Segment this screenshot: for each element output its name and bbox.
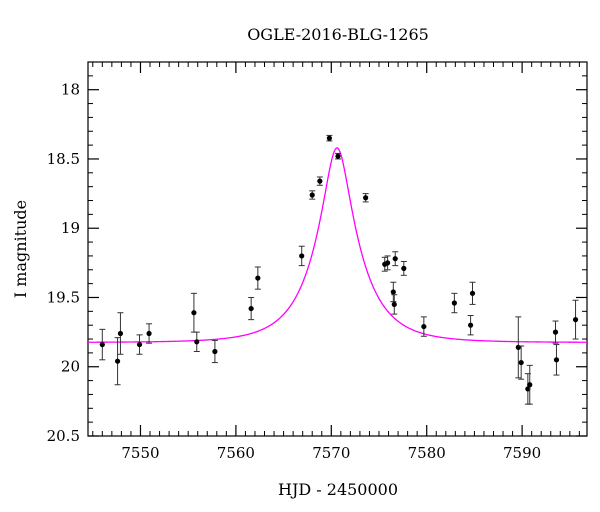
data-point (317, 178, 323, 184)
x-tick-label: 7580 (408, 444, 446, 462)
data-point (572, 317, 579, 323)
model-curve (88, 147, 587, 343)
data-point (553, 357, 560, 363)
x-tick-label: 7560 (217, 444, 255, 462)
data-point (136, 341, 143, 348)
data-point (299, 253, 305, 259)
plot-area: 7550 7560 7570 7580 7590 18 18.5 19 19.5 20 20.5 (47, 61, 588, 462)
y-tick-label: 18.5 (47, 150, 80, 168)
data-point (552, 329, 559, 335)
data-point (117, 330, 124, 337)
data-point (363, 195, 369, 201)
y-tick-label: 19.5 (47, 288, 80, 306)
data-point (326, 135, 332, 141)
data-point (525, 386, 531, 392)
x-tick-label: 7570 (312, 444, 350, 462)
data-point (421, 323, 427, 330)
y-axis-title: I magnitude (11, 200, 30, 298)
y-tick-label: 19 (61, 219, 80, 237)
data-point (335, 153, 341, 159)
data-point (146, 330, 152, 337)
x-axis-title: HJD - 2450000 (278, 480, 398, 499)
data-point (191, 310, 197, 316)
x-tick-label: 7590 (503, 444, 541, 462)
data-point (401, 265, 407, 271)
data-point (309, 192, 315, 198)
data-point (114, 358, 121, 364)
data-point (392, 256, 398, 262)
y-tick-label: 20 (61, 358, 80, 376)
data-point (255, 275, 261, 281)
data-point (451, 300, 457, 306)
y-tick-label: 20.5 (47, 427, 80, 445)
data-point (467, 322, 474, 328)
data-point (527, 382, 533, 388)
data-point (384, 260, 391, 266)
data-point (194, 339, 200, 345)
plot-frame (87, 61, 588, 437)
x-tick-label: 7550 (121, 444, 159, 462)
data-point (469, 290, 476, 296)
y-tick-label: 18 (61, 81, 80, 99)
data-point (390, 289, 396, 295)
data-point (518, 359, 524, 366)
chart-title: OGLE-2016-BLG-1265 (247, 25, 429, 44)
data-point (212, 348, 218, 355)
data-point (99, 341, 105, 348)
data-point (248, 305, 254, 312)
data-point (391, 301, 397, 308)
